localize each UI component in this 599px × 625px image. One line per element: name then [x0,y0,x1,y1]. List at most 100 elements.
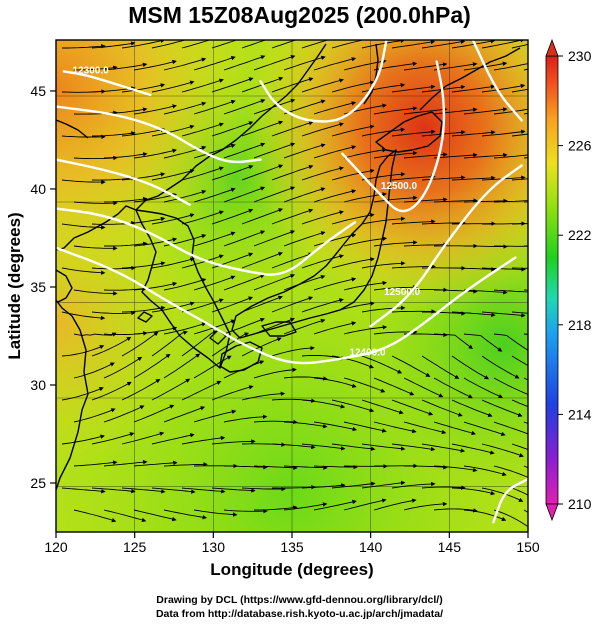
wind-streamline [133,460,178,467]
wind-streamline [91,131,136,137]
wind-streamline [331,257,375,269]
wind-streamline [361,355,403,374]
wind-streamline [493,289,528,293]
wind-streamline [61,179,106,185]
wind-streamline [193,55,236,71]
wind-streamline [451,443,495,455]
wind-streamline [271,121,314,137]
wind-streamline [104,241,148,247]
wind-streamline [421,220,466,226]
wind-streamline [421,175,466,181]
wind-streamline [61,223,106,230]
x-tick-label: 130 [202,539,226,555]
wind-streamline [493,509,528,531]
wind-streamline [62,44,106,49]
wind-streamline [253,273,295,291]
wind-streamline [313,321,357,335]
wind-streamline [283,99,326,115]
wind-streamline [301,166,344,181]
wind-streamline [121,127,166,137]
wind-streamline [163,353,201,379]
wind-streamline [283,421,328,429]
wind-streamline [433,62,478,71]
wind-streamline [271,164,314,181]
wind-streamline [103,286,148,291]
wind-streamline [391,174,436,181]
wind-streamline [373,377,415,396]
wind-streamline [343,236,388,247]
wind-streamline [481,40,525,49]
map-plot-area: 12300.0 12500.0 12400.0 12500.0 [56,40,528,532]
y-axis-ticks: 25 30 35 40 45 [30,83,56,491]
wind-streamline [73,245,118,251]
wind-streamline [511,267,528,269]
wind-streamline [241,391,286,401]
wind-streamline [343,325,388,335]
wind-streamline [181,330,218,357]
wind-streamline [523,112,528,115]
wind-streamline [211,164,254,181]
wind-streamline [481,399,523,417]
wind-streamline [271,252,314,269]
wind-streamline [61,267,106,275]
wind-streamline [223,464,268,470]
wind-streamline [301,298,344,313]
wind-streamline [331,212,375,225]
wind-streamline [151,124,195,137]
wind-streamline [463,509,507,521]
wind-streamline [91,487,136,494]
wind-streamline [481,487,524,502]
wind-streamline [271,296,314,313]
wind-streamline [211,385,254,401]
wind-streamline [241,486,286,492]
wind-streamline [193,409,237,423]
y-tick-label: 45 [30,83,46,99]
wind-streamline [283,465,328,470]
wind-streamline [373,195,418,203]
y-tick-label: 25 [30,475,46,491]
wind-streamline [103,509,147,523]
wind-streamline [121,487,166,494]
wind-streamline [421,40,466,49]
y-tick-label: 30 [30,377,46,393]
wind-streamline [103,62,148,71]
wind-streamline [253,54,296,71]
wind-streamline [121,331,159,357]
wind-streamline [313,57,357,71]
wind-streamline [313,499,357,511]
wind-streamline [511,487,528,496]
wind-streamline [391,355,431,377]
wind-streamline [343,377,386,393]
wind-streamline [163,57,207,71]
wind-streamline [271,40,298,49]
wind-streamline [301,40,330,49]
wind-streamline [421,485,466,490]
wind-streamline [343,498,387,511]
wind-streamline [253,419,298,425]
wind-streamline [211,40,238,49]
height-contour-line [62,70,152,97]
colorbar-gradient [545,55,559,505]
wind-streamline [193,355,232,379]
wind-streamline [451,399,493,417]
wind-streamline [241,251,283,269]
wind-streamline [61,134,106,140]
wind-streamline [331,443,376,452]
wind-streamline [493,333,528,353]
wind-streamline [73,332,117,337]
y-tick-label: 40 [30,181,46,197]
wind-streamline [481,83,526,93]
wind-streamline [433,198,478,203]
wind-streamline [433,377,473,399]
wind-streamline [433,465,478,473]
height-contour-line [56,105,262,164]
map-title: MSM 15Z08Aug2025 (200.0hPa) [128,2,471,28]
coastlines [56,43,521,491]
wind-streamline [451,175,496,181]
wind-streamline [181,78,224,93]
wind-streamline [463,465,507,477]
colorbar-tick-label: 230 [568,48,592,64]
wind-streamline [103,459,148,467]
wind-streamline [511,178,528,181]
wind-streamline [451,311,496,318]
